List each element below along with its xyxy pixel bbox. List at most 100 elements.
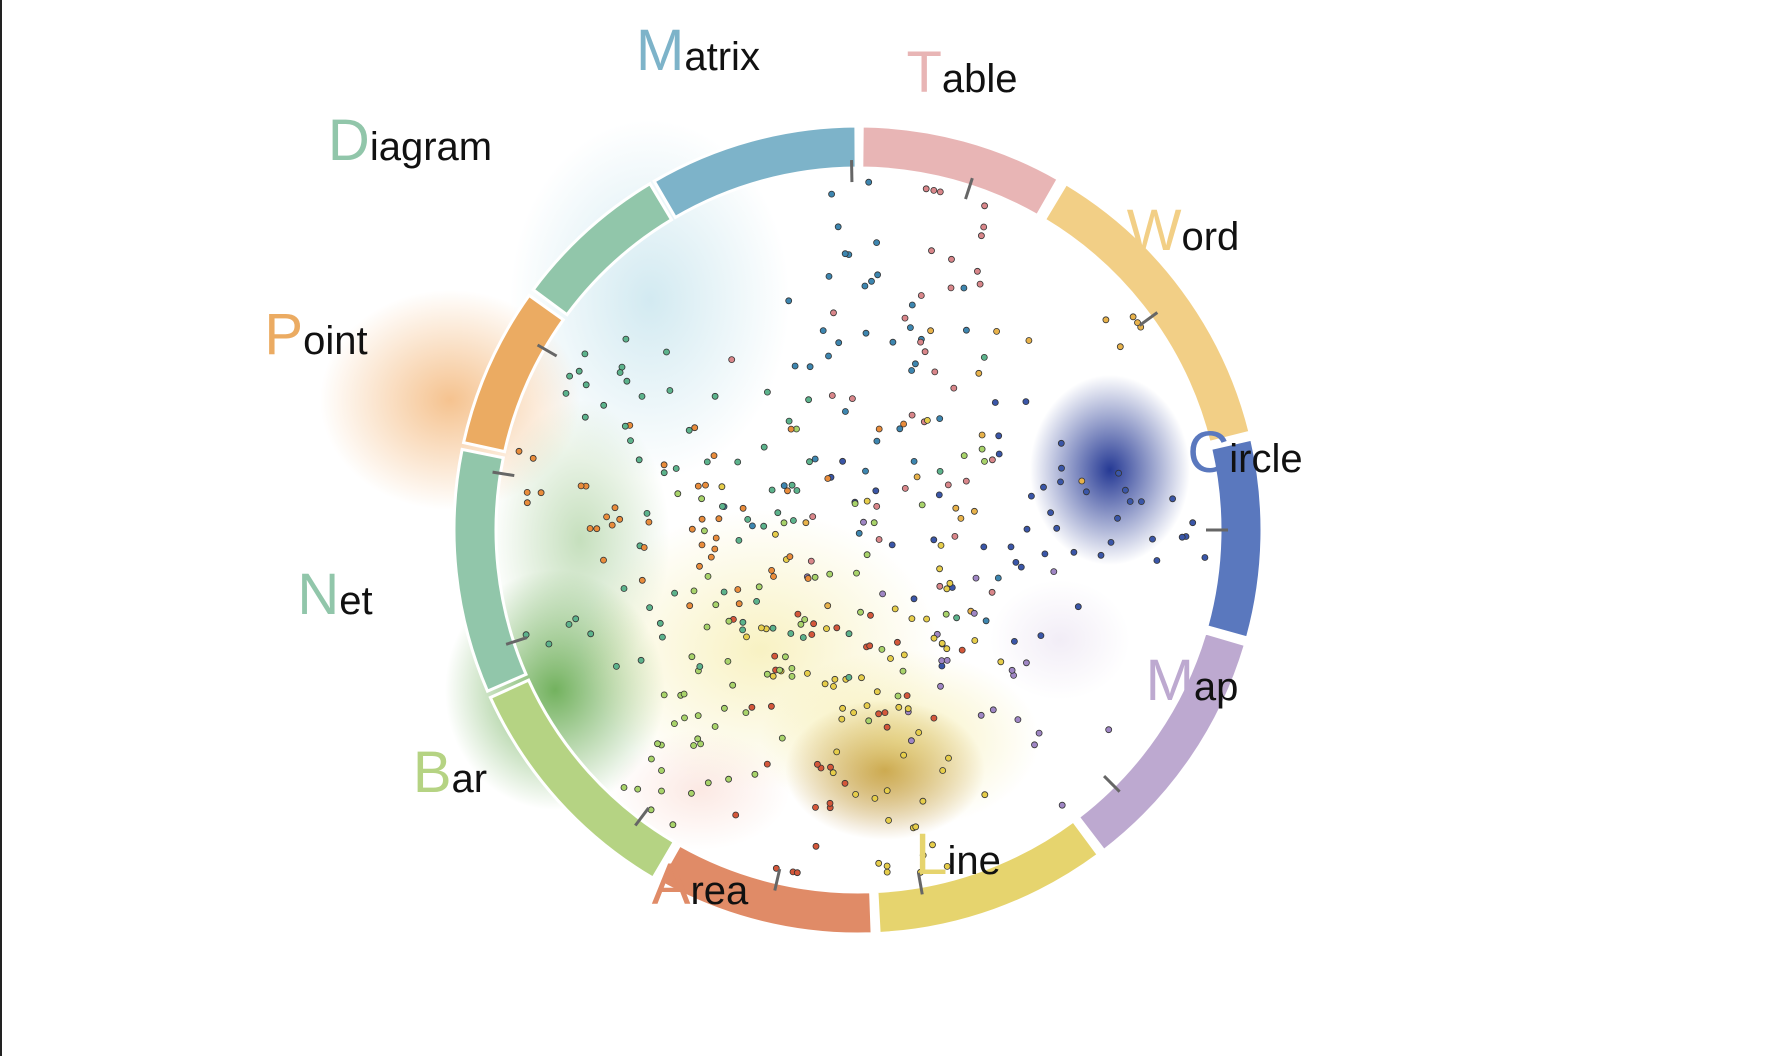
point-point xyxy=(698,541,706,549)
point-matrix xyxy=(910,457,918,465)
point-area xyxy=(768,702,775,710)
point-area xyxy=(810,620,817,628)
label-rest-point: oint xyxy=(303,319,368,363)
point-diagram xyxy=(660,469,668,477)
point-table xyxy=(809,513,817,520)
label-initial-word: W xyxy=(1127,198,1182,263)
point-diagram xyxy=(793,487,801,494)
point-line xyxy=(946,579,954,587)
point-point xyxy=(515,447,523,455)
point-net xyxy=(953,614,960,622)
point-point xyxy=(739,504,747,512)
point-bar xyxy=(782,653,789,661)
point-word xyxy=(993,327,1000,335)
label-initial-table: T xyxy=(906,40,941,105)
point-matrix xyxy=(861,282,869,290)
point-diagram xyxy=(616,369,624,376)
point-point xyxy=(577,482,585,490)
point-line xyxy=(883,787,891,794)
point-bar xyxy=(701,527,708,535)
point-net xyxy=(845,630,853,638)
point-matrix xyxy=(842,408,849,415)
anchor-tick-point xyxy=(492,470,515,478)
point-matrix xyxy=(855,529,863,537)
point-map xyxy=(1031,741,1038,749)
label-initial-circle: C xyxy=(1187,420,1229,485)
label-circle: Circle xyxy=(1187,420,1302,485)
density-matrix xyxy=(510,120,790,480)
point-map xyxy=(972,574,980,582)
point-bar xyxy=(853,569,860,577)
point-bar xyxy=(863,551,871,559)
point-circle xyxy=(1057,478,1064,486)
point-line xyxy=(900,751,907,759)
point-bar xyxy=(751,770,759,778)
point-point xyxy=(715,515,723,523)
point-word xyxy=(1129,313,1137,321)
point-point xyxy=(707,553,715,561)
point-point xyxy=(616,515,624,523)
point-circle xyxy=(1122,486,1129,494)
label-matrix: Matrix xyxy=(636,18,760,83)
point-bar xyxy=(712,601,720,609)
point-circle xyxy=(1083,488,1090,496)
point-diagram xyxy=(805,396,812,404)
point-matrix xyxy=(994,574,1002,582)
point-table xyxy=(989,456,996,464)
point-line xyxy=(743,633,750,641)
point-line xyxy=(887,655,894,662)
point-line xyxy=(838,715,846,723)
point-diagram xyxy=(600,401,608,409)
point-table xyxy=(962,477,970,485)
point-bar xyxy=(797,620,805,628)
point-point xyxy=(638,576,646,584)
point-diagram xyxy=(582,381,590,389)
point-net xyxy=(572,615,580,623)
point-map xyxy=(908,737,915,745)
point-bar xyxy=(763,670,771,678)
point-circle xyxy=(1149,535,1156,543)
point-bar xyxy=(778,734,786,742)
point-map xyxy=(1105,726,1113,734)
point-table xyxy=(917,338,924,346)
point-diagram xyxy=(768,486,776,494)
point-table xyxy=(830,309,837,317)
point-bar xyxy=(801,616,809,623)
point-matrix xyxy=(780,482,788,490)
point-line xyxy=(852,791,859,798)
point-line xyxy=(772,530,779,538)
point-line xyxy=(937,542,945,549)
point-bar xyxy=(899,667,907,675)
point-point xyxy=(702,481,709,489)
point-net xyxy=(788,481,796,489)
point-point xyxy=(593,525,601,533)
ring-segment-word xyxy=(1042,181,1252,445)
density-circle xyxy=(1030,375,1190,565)
point-point xyxy=(603,513,610,521)
label-rest-matrix: atrix xyxy=(684,35,760,79)
point-word xyxy=(1116,343,1124,351)
point-matrix xyxy=(819,327,827,335)
point-bar xyxy=(690,587,698,595)
point-line xyxy=(924,416,931,424)
point-line xyxy=(904,705,912,713)
point-line xyxy=(919,851,927,859)
point-table xyxy=(921,348,929,356)
point-bar xyxy=(978,445,986,453)
point-table xyxy=(951,533,959,540)
point-table xyxy=(976,280,984,288)
point-bar xyxy=(918,501,926,509)
point-matrix xyxy=(908,367,915,374)
point-diagram xyxy=(719,502,726,510)
point-line xyxy=(895,703,903,711)
point-circle xyxy=(872,487,880,495)
point-area xyxy=(826,799,834,807)
point-circle xyxy=(1097,551,1105,559)
point-matrix xyxy=(963,326,970,334)
point-table xyxy=(978,232,985,240)
point-matrix xyxy=(835,339,843,347)
point-net xyxy=(769,624,777,632)
point-bar xyxy=(870,519,878,527)
point-diagram xyxy=(622,335,630,343)
anchor-tick-table xyxy=(964,177,974,200)
